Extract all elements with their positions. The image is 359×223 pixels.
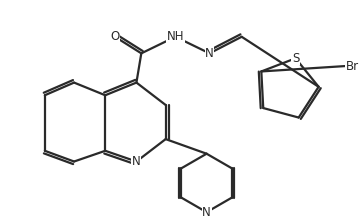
Text: NH: NH: [167, 30, 184, 43]
Text: O: O: [110, 30, 120, 43]
Text: N: N: [132, 155, 141, 168]
Text: N: N: [202, 206, 211, 219]
Text: Br: Br: [346, 60, 359, 72]
Text: S: S: [292, 52, 299, 65]
Text: N: N: [205, 47, 214, 60]
